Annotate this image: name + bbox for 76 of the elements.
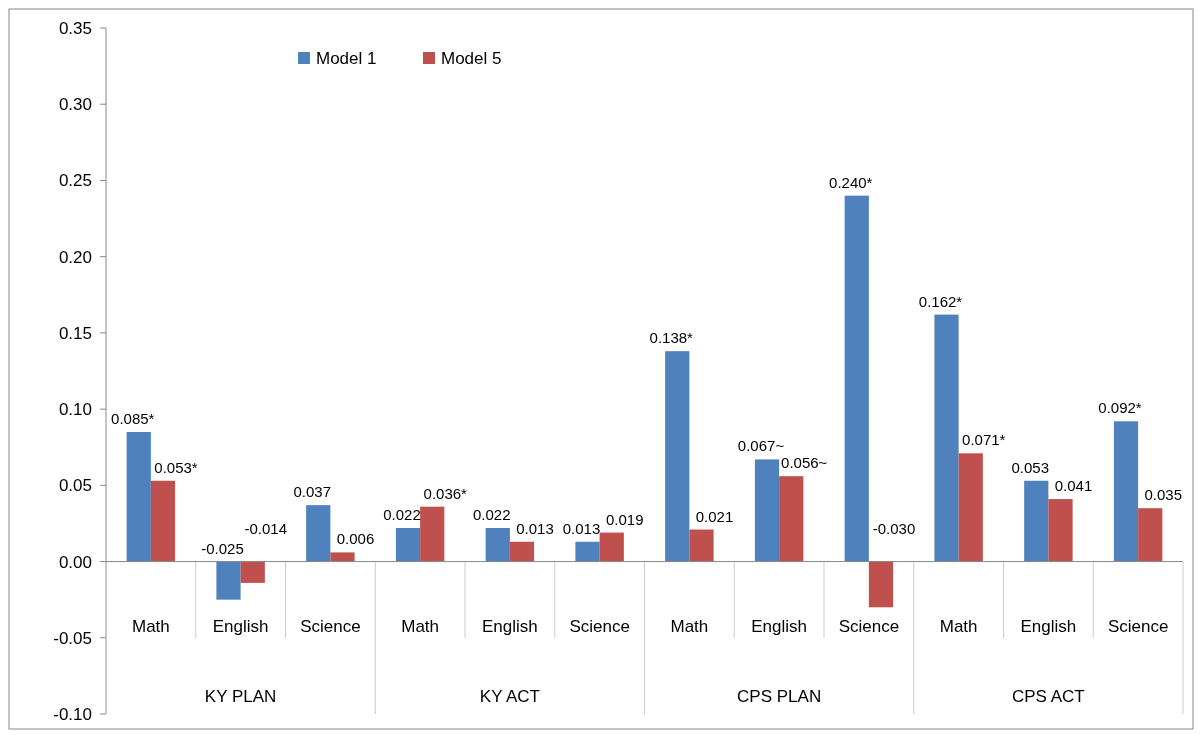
x-tick-label: Math (401, 617, 440, 636)
annotation: CPS PLAN (737, 687, 822, 706)
bar (1024, 480, 1049, 562)
x-tick-label: English (212, 617, 269, 636)
legend-label: Model 1 (316, 48, 377, 68)
data-label: 0.013 (562, 519, 601, 537)
data-label: -0.014 (244, 519, 288, 537)
y-tick-label: -0.10 (53, 704, 92, 724)
bar (689, 529, 714, 562)
data-label: 0.037 (293, 483, 332, 501)
bar (240, 561, 265, 583)
bar (150, 480, 176, 562)
data-label: 0.053* (154, 458, 198, 476)
y-tick-label: 0.05 (58, 476, 92, 496)
data-label: 0.085* (111, 409, 155, 427)
bar (1048, 499, 1073, 562)
x-tick-label: Science (569, 617, 630, 636)
bar (216, 561, 241, 600)
bar (1138, 508, 1163, 562)
annotation: KY PLAN (204, 687, 277, 706)
x-tick-label: Science (1107, 617, 1169, 636)
y-tick-label: 0.00 (58, 552, 92, 572)
y-tick-label: 0.35 (58, 18, 92, 38)
data-label: -0.030 (872, 519, 916, 537)
bar (420, 506, 445, 562)
data-label: 0.036* (423, 484, 468, 502)
data-label: 0.006 (336, 530, 375, 548)
data-label: 0.240* (829, 173, 873, 191)
y-tick-label: 0.25 (58, 171, 92, 191)
x-tick-label: Math (670, 617, 709, 636)
annotation: KY ACT (479, 687, 540, 706)
y-tick-label: 0.15 (58, 323, 92, 343)
data-label: 0.022 (383, 506, 421, 524)
data-label: 0.021 (695, 507, 734, 525)
bar (958, 453, 983, 562)
x-tick-label: Math (939, 617, 978, 636)
x-tick-label: English (751, 617, 808, 636)
data-label: 0.071* (962, 431, 1006, 449)
data-label: 0.092* (1098, 399, 1142, 417)
x-tick-label: Math (131, 617, 170, 636)
bar (779, 476, 804, 562)
bar (844, 195, 869, 562)
bar (665, 351, 690, 562)
legend-label: Model 5 (441, 48, 502, 68)
data-label: 0.019 (605, 510, 644, 528)
annotation: CPS ACT (1012, 687, 1085, 706)
bar (126, 431, 151, 562)
bar (934, 314, 959, 562)
bar (1113, 421, 1139, 562)
bar (306, 505, 331, 562)
data-label: -0.025 (201, 539, 244, 557)
y-tick-label: 0.10 (58, 400, 92, 420)
bar (485, 528, 510, 562)
data-label: 0.162* (918, 292, 963, 310)
bar (395, 528, 421, 562)
data-label: 0.013 (516, 519, 554, 537)
data-label: 0.067~ (737, 437, 785, 455)
data-label: 0.056~ (781, 454, 828, 472)
bar (868, 561, 894, 608)
bar (575, 541, 600, 562)
data-label: 0.053 (1011, 458, 1050, 476)
data-label: 0.041 (1054, 477, 1093, 495)
data-label: 0.035 (1144, 486, 1183, 504)
x-tick-label: English (1020, 617, 1077, 636)
data-label: 0.022 (472, 506, 511, 524)
bar (754, 459, 780, 562)
x-tick-label: Science (300, 617, 361, 636)
bar (509, 541, 535, 562)
x-tick-label: English (481, 617, 538, 636)
y-tick-label: 0.20 (58, 247, 92, 267)
bar (599, 532, 624, 562)
data-label: 0.138* (649, 329, 694, 347)
bar (330, 552, 355, 562)
x-tick-label: Science (838, 617, 900, 636)
y-tick-label: 0.30 (58, 95, 92, 115)
y-tick-label: -0.05 (53, 628, 92, 648)
